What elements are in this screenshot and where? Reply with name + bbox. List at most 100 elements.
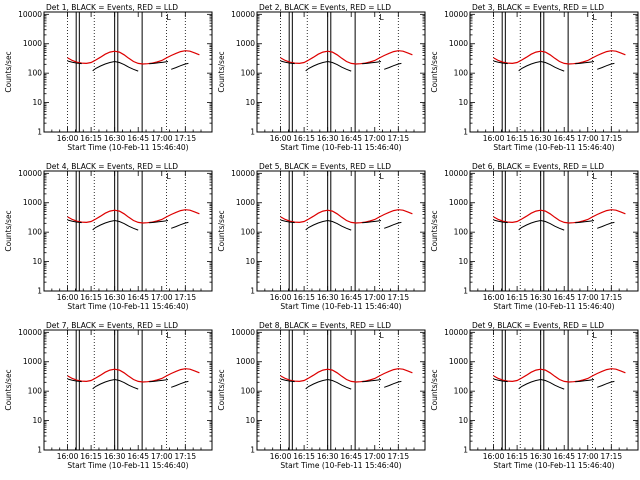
y-tick-label: 1	[250, 128, 255, 137]
x-tick-label: 16:00	[57, 293, 79, 302]
x-tick-label: 17:15	[174, 134, 196, 143]
x-tick-label: 17:15	[600, 134, 622, 143]
x-tick-label: 16:45	[340, 134, 362, 143]
panel-title: Det 5, BLACK = Events, RED = LLD	[259, 162, 391, 171]
y-tick-label: 10	[32, 416, 42, 425]
series-line-events	[92, 60, 139, 72]
x-tick-label: 16:30	[317, 293, 339, 302]
x-tick-label: 16:15	[80, 293, 102, 302]
x-tick-label: 16:15	[506, 134, 528, 143]
x-axis-label: Start Time (10-Feb-11 15:46:40)	[280, 461, 401, 470]
x-tick-label: 16:00	[270, 452, 292, 461]
y-tick-label: 100	[454, 387, 469, 396]
series-line-lld	[280, 50, 413, 65]
x-tick-label: 16:15	[80, 452, 102, 461]
series-line-events	[518, 378, 565, 390]
y-tick-label: 1000	[23, 357, 42, 366]
y-axis-label: Counts/sec	[430, 51, 439, 92]
y-tick-label: 1000	[236, 39, 255, 48]
series-line-lld	[493, 368, 626, 383]
x-axis-label: Start Time (10-Feb-11 15:46:40)	[493, 461, 614, 470]
y-tick-label: 10000	[444, 169, 468, 178]
x-tick-label: 16:45	[340, 452, 362, 461]
y-tick-label: 100	[454, 228, 469, 237]
series-line-events	[171, 62, 189, 70]
plot-frame	[469, 170, 639, 292]
y-tick-label: 1000	[449, 357, 468, 366]
y-tick-label: 1	[463, 128, 468, 137]
series-line-events	[575, 379, 595, 383]
y-tick-label: 1	[250, 446, 255, 455]
series-line-events	[305, 219, 352, 231]
y-tick-label: 10000	[18, 328, 42, 337]
x-tick-label: 17:00	[577, 452, 599, 461]
x-tick-label: 17:15	[387, 293, 409, 302]
y-tick-label: 100	[28, 387, 43, 396]
y-axis-label: Counts/sec	[217, 369, 226, 410]
x-tick-label: 17:00	[151, 293, 173, 302]
y-tick-label: 10000	[444, 328, 468, 337]
y-tick-label: 1	[37, 446, 42, 455]
series-line-events	[384, 380, 402, 388]
y-tick-label: 1000	[236, 198, 255, 207]
legend-marker: L	[592, 172, 597, 181]
legend-marker: L	[592, 331, 597, 340]
x-tick-label: 16:15	[293, 293, 315, 302]
y-tick-label: 10	[245, 416, 255, 425]
x-tick-label: 16:45	[553, 293, 575, 302]
series-line-events	[597, 221, 615, 229]
x-tick-label: 17:00	[364, 452, 386, 461]
series-line-events	[149, 61, 169, 65]
y-axis-label: Counts/sec	[430, 369, 439, 410]
plot-frame	[256, 170, 426, 292]
y-axis-label: Counts/sec	[430, 210, 439, 251]
series-line-events	[67, 219, 82, 224]
y-axis-label: Counts/sec	[4, 51, 13, 92]
y-tick-label: 10000	[231, 328, 255, 337]
plot-frame	[469, 11, 639, 133]
legend-marker: L	[592, 13, 597, 22]
series-line-events	[597, 380, 615, 388]
plot-frame	[43, 170, 213, 292]
x-tick-label: 16:00	[483, 452, 505, 461]
x-tick-label: 16:45	[553, 452, 575, 461]
series-line-lld	[67, 368, 200, 383]
detector-panel: Det 9, BLACK = Events, RED = LLD 1 10 100 10…	[430, 321, 639, 470]
legend-marker: L	[166, 13, 171, 22]
series-line-lld	[280, 209, 413, 224]
plot-frame	[43, 329, 213, 451]
series-line-events	[149, 379, 169, 383]
series-line-events	[518, 60, 565, 72]
detector-panel: Det 1, BLACK = Events, RED = LLD 1 10 100 10…	[4, 3, 213, 152]
series-line-events	[384, 221, 402, 229]
x-axis-label: Start Time (10-Feb-11 15:46:40)	[67, 302, 188, 311]
series-line-lld	[67, 50, 200, 65]
x-tick-label: 17:15	[174, 293, 196, 302]
y-tick-label: 100	[28, 228, 43, 237]
y-tick-label: 10	[458, 257, 468, 266]
x-tick-label: 16:30	[104, 452, 126, 461]
x-axis-label: Start Time (10-Feb-11 15:46:40)	[493, 302, 614, 311]
series-line-events	[493, 60, 508, 65]
series-line-events	[362, 220, 382, 224]
detector-panel: Det 6, BLACK = Events, RED = LLD 1 10 100 10…	[430, 162, 639, 311]
series-line-events	[92, 378, 139, 390]
series-line-events	[67, 60, 82, 65]
y-tick-label: 1	[37, 128, 42, 137]
x-tick-label: 17:15	[387, 134, 409, 143]
legend-marker: L	[379, 331, 384, 340]
plot-frame	[43, 11, 213, 133]
legend-marker: L	[166, 331, 171, 340]
series-line-events	[493, 219, 508, 224]
x-tick-label: 16:00	[270, 134, 292, 143]
series-line-events	[305, 60, 352, 72]
series-line-events	[362, 379, 382, 383]
x-tick-label: 16:15	[293, 134, 315, 143]
y-tick-label: 10000	[231, 10, 255, 19]
x-tick-label: 16:30	[530, 134, 552, 143]
x-tick-label: 16:30	[317, 452, 339, 461]
panel-title: Det 6, BLACK = Events, RED = LLD	[472, 162, 604, 171]
series-line-events	[575, 61, 595, 65]
series-line-events	[280, 378, 295, 383]
